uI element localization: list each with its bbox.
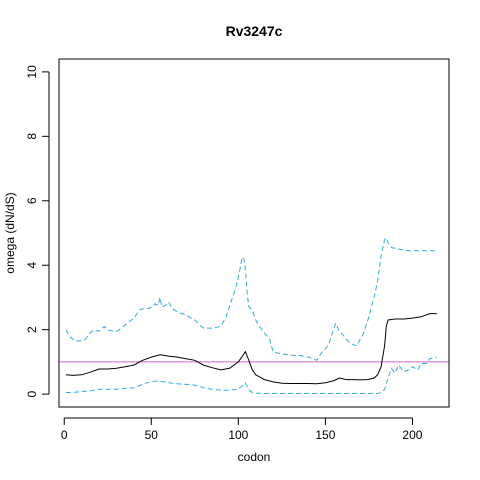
x-tick-label: 200 (402, 428, 422, 442)
y-tick-label: 6 (25, 197, 39, 204)
plot-area (59, 236, 449, 394)
series-line-lower-ci (66, 356, 437, 394)
y-tick-label: 8 (25, 133, 39, 140)
x-tick-label: 50 (145, 428, 159, 442)
axes: 0 50 100 150 200 0 2 4 6 8 10 (25, 58, 450, 442)
series-line-estimate (65, 313, 437, 385)
plot-frame (58, 58, 450, 408)
series-line-upper-ci (65, 236, 437, 361)
x-tick-label: 0 (61, 428, 68, 442)
x-tick-label: 100 (228, 428, 248, 442)
chart-title: Rv3247c (226, 23, 283, 39)
x-axis-label: codon (238, 450, 271, 464)
y-tick-label: 2 (25, 326, 39, 333)
y-tick-label: 0 (25, 390, 39, 397)
y-tick-label: 10 (25, 65, 39, 79)
y-axis-label: omega (dN/dS) (3, 192, 17, 273)
x-tick-label: 150 (315, 428, 335, 442)
y-tick-label: 4 (25, 262, 39, 269)
